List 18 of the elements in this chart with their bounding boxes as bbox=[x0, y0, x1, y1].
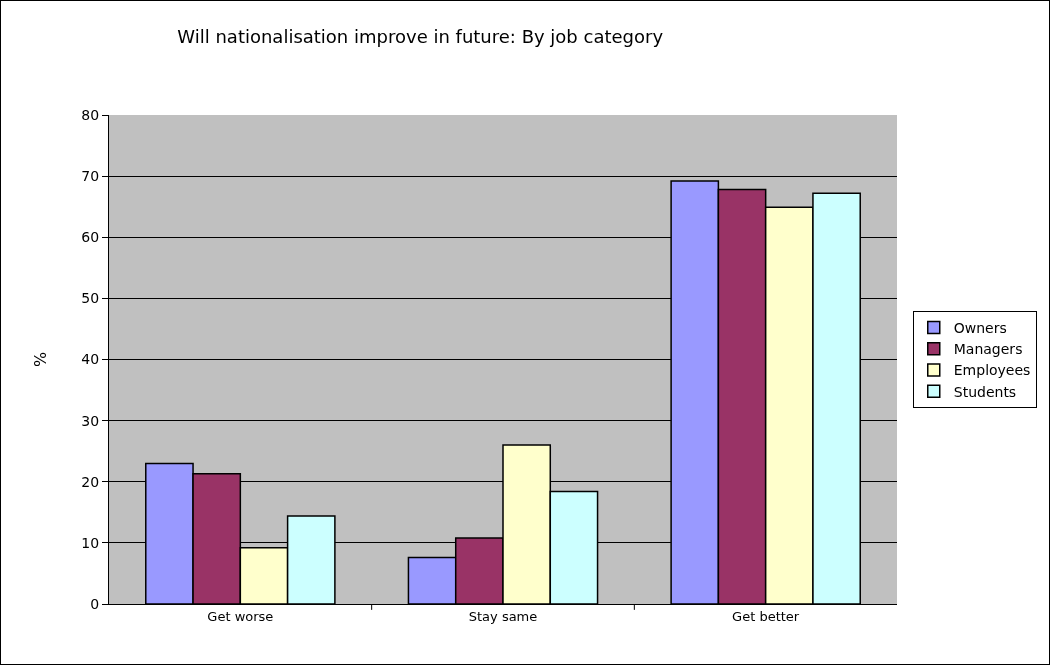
x-tick-label: Get better bbox=[732, 608, 800, 624]
legend-label: Owners bbox=[953, 320, 1007, 337]
y-tick-label: 10 bbox=[81, 534, 100, 551]
y-tick-label: 0 bbox=[90, 595, 100, 612]
y-tick-label: 70 bbox=[81, 168, 100, 185]
y-axis-title: % bbox=[31, 351, 51, 368]
legend-label: Employees bbox=[953, 362, 1031, 379]
x-tick-label: Stay same bbox=[468, 608, 538, 624]
y-tick-label: 30 bbox=[81, 412, 100, 429]
y-tick-label: 80 bbox=[81, 106, 100, 123]
y-tick-label: 60 bbox=[81, 229, 100, 246]
x-tick-label: Get worse bbox=[207, 608, 274, 624]
legend-label: Managers bbox=[953, 341, 1023, 358]
legend-label: Students bbox=[953, 383, 1017, 400]
y-tick-label: 50 bbox=[81, 290, 100, 307]
y-tick-label: 40 bbox=[81, 351, 100, 368]
y-tick-label: 20 bbox=[81, 473, 100, 490]
chart-title: Will nationalisation improve in future: By job category bbox=[177, 26, 664, 48]
